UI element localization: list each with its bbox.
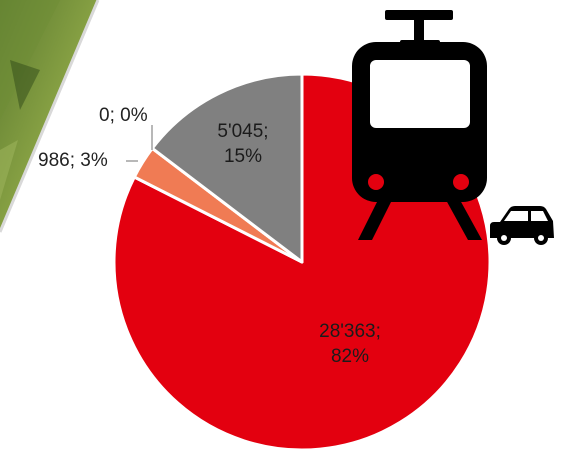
tram-icon xyxy=(352,10,487,240)
car-icon xyxy=(490,206,554,245)
landscape-photo xyxy=(0,0,100,233)
slice-label-pct-3: 15% xyxy=(224,146,262,167)
slice-label-value-3: 5'045; xyxy=(217,121,268,142)
slice-label-value-2: 0; 0% xyxy=(99,105,148,126)
slice-label-pct-0: 82% xyxy=(331,346,369,367)
pie-labels: 28'363; 82% 986; 3% 0; 0% 5'045; 15% xyxy=(38,105,381,367)
pie-slice-3 xyxy=(150,72,304,264)
slice-label-value-1: 986; 3% xyxy=(38,150,108,171)
slice-label-value-0: 28'363; xyxy=(319,321,381,342)
